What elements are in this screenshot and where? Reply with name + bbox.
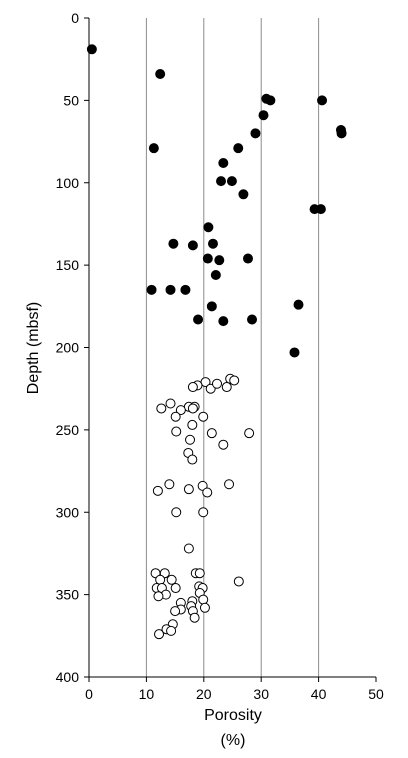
open-point — [183, 484, 194, 495]
y-axis-title: Depth (mbsf) — [25, 302, 42, 394]
filled-point — [265, 95, 276, 106]
open-point — [198, 507, 209, 518]
y-tick-label: 400 — [56, 669, 80, 685]
open-point — [183, 543, 194, 554]
open-point — [187, 382, 198, 393]
open-point — [224, 479, 235, 490]
filled-point — [233, 143, 244, 154]
open-point — [153, 591, 164, 602]
open-point — [202, 487, 213, 498]
filled-point — [206, 301, 217, 312]
filled-point — [336, 128, 347, 139]
open-point — [170, 606, 181, 617]
filled-point — [218, 157, 229, 168]
filled-point — [86, 44, 97, 55]
filled-point — [207, 238, 218, 249]
open-point — [198, 411, 209, 422]
open-point — [164, 479, 175, 490]
open-point — [229, 375, 240, 386]
open-point — [189, 612, 200, 623]
filled-point — [242, 253, 253, 264]
grid-lines — [145, 18, 320, 677]
filled-point — [155, 69, 166, 80]
tick-labels: 0 50 100 150 200 250 300 350 400 0 10 20 30 40 50 — [56, 10, 384, 702]
open-point — [170, 583, 181, 594]
y-tick-label: 150 — [56, 257, 80, 273]
open-point — [218, 439, 229, 450]
data-points — [86, 44, 347, 640]
open-point — [156, 403, 167, 414]
open-point — [155, 574, 166, 585]
x-tick-label: 10 — [139, 686, 155, 702]
filled-point — [293, 299, 304, 310]
y-tick-label: 200 — [56, 340, 80, 356]
open-point — [221, 382, 232, 393]
filled-point — [187, 240, 198, 251]
open-point — [187, 403, 198, 414]
filled-point — [180, 284, 191, 295]
open-point — [244, 428, 255, 439]
y-tick-label: 100 — [56, 175, 80, 191]
open-point — [199, 602, 210, 613]
open-point — [212, 378, 223, 389]
filled-point — [226, 176, 237, 187]
open-point — [165, 398, 176, 409]
open-point — [198, 594, 209, 605]
axes — [84, 17, 377, 682]
filled-point — [148, 143, 159, 154]
y-tick-label: 0 — [71, 10, 79, 26]
open-point — [187, 454, 198, 465]
open-point — [194, 568, 205, 579]
filled-point — [146, 284, 157, 295]
open-point — [152, 485, 163, 496]
y-tick-label: 50 — [63, 92, 79, 108]
open-point — [187, 419, 198, 430]
open-point — [206, 428, 217, 439]
open-point — [185, 434, 196, 445]
open-point — [166, 574, 177, 585]
filled-point — [193, 314, 204, 325]
open-point — [171, 507, 182, 518]
open-point — [154, 629, 165, 640]
y-tick-label: 300 — [56, 504, 80, 520]
filled-point — [250, 128, 261, 139]
open-point — [171, 426, 182, 437]
y-tick-label: 250 — [56, 422, 80, 438]
open-point — [175, 405, 186, 416]
x-axis-title: Porosity — [204, 707, 262, 724]
filled-point — [210, 270, 221, 281]
filled-point — [247, 314, 258, 325]
y-tick-label: 350 — [56, 587, 80, 603]
filled-point — [203, 222, 214, 233]
x-axis-unit: (%) — [221, 732, 246, 749]
filled-point — [168, 238, 179, 249]
filled-point — [216, 176, 227, 187]
filled-point — [289, 347, 300, 358]
filled-point — [202, 253, 213, 264]
filled-point — [218, 316, 229, 327]
filled-point — [238, 189, 249, 200]
open-point — [166, 625, 177, 636]
open-point — [233, 576, 244, 587]
filled-point — [258, 110, 269, 121]
x-tick-label: 20 — [196, 686, 212, 702]
open-point — [170, 411, 181, 422]
filled-point — [315, 204, 326, 215]
filled-point — [214, 255, 225, 266]
x-tick-label: 50 — [368, 686, 384, 702]
filled-point — [165, 284, 176, 295]
filled-point — [317, 95, 328, 106]
x-tick-label: 30 — [253, 686, 269, 702]
x-tick-label: 0 — [85, 686, 93, 702]
x-tick-label: 40 — [311, 686, 327, 702]
